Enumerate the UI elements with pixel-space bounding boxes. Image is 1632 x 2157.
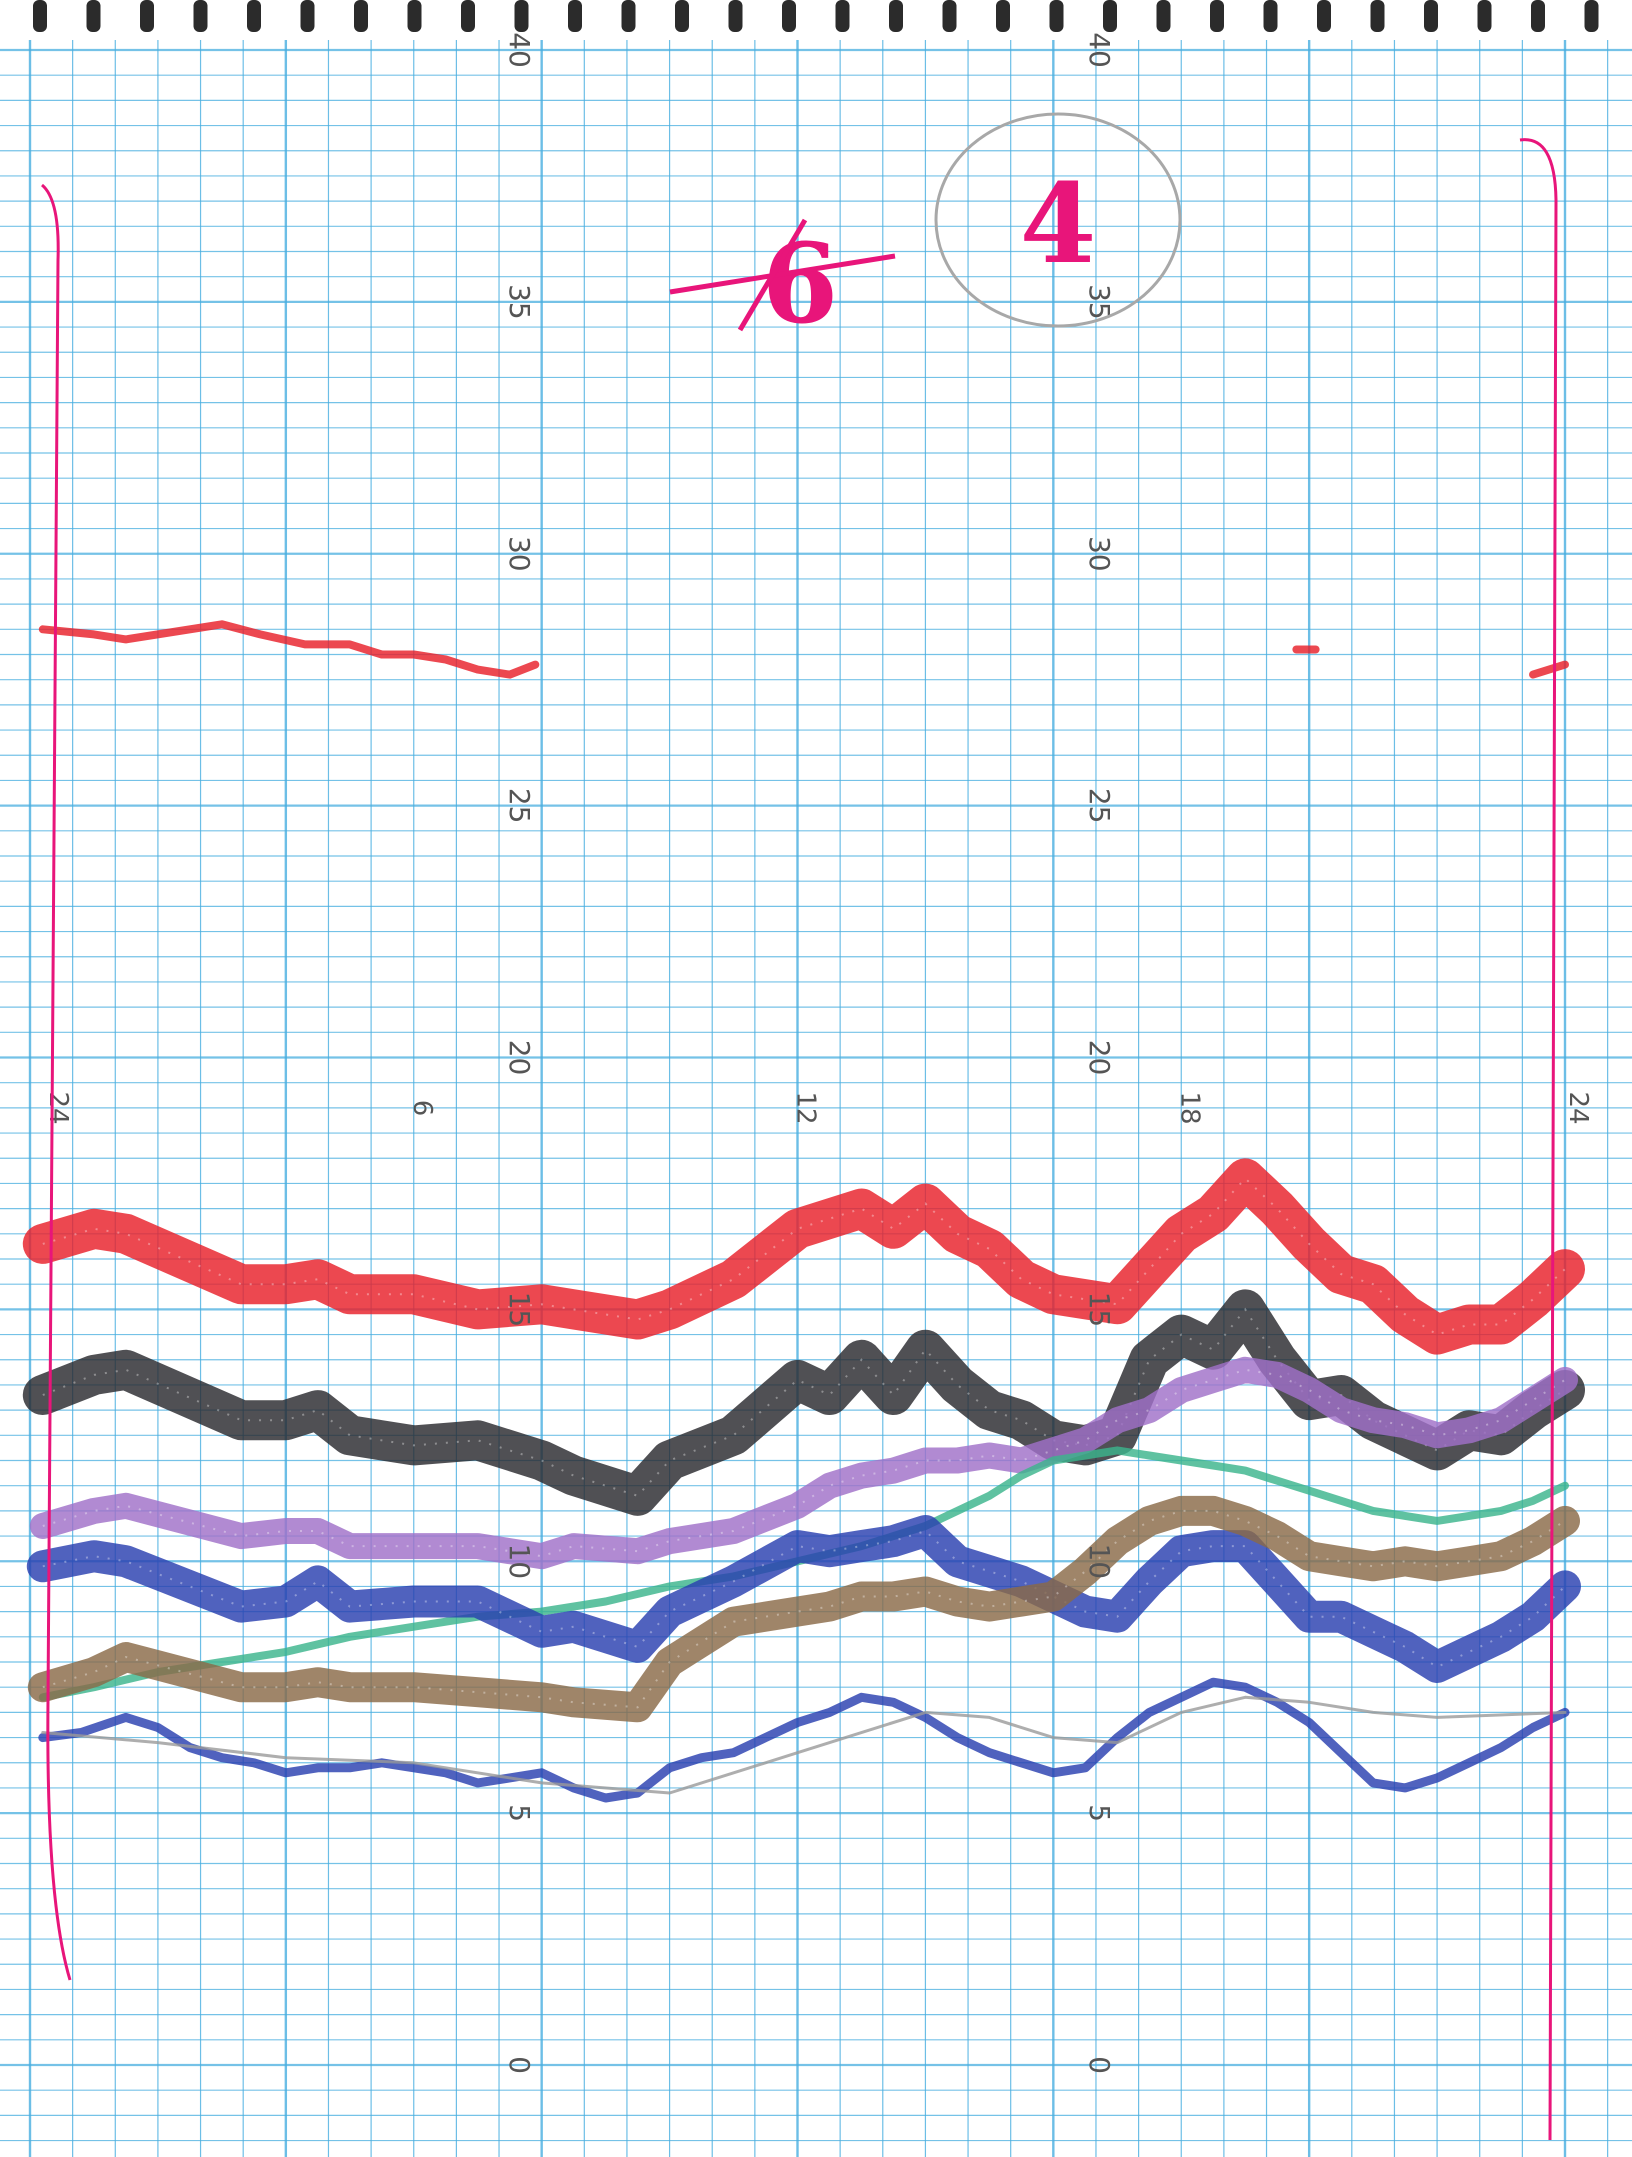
series-line-grey (41, 1695, 1567, 1795)
binding-rings (33, 0, 1599, 32)
y-tick-label: 15 (1083, 1292, 1116, 1328)
series-line-red (22, 1158, 1585, 1355)
page-number-circle (934, 112, 1182, 328)
series-texture (42, 1307, 1566, 1497)
y-tick-label: 25 (1083, 788, 1116, 824)
y-tick-label: 30 (503, 536, 536, 572)
binding-ring (354, 0, 368, 32)
hour-labels: 24 6 12 18 24 (43, 1091, 1593, 1124)
binding-ring (1531, 0, 1545, 32)
binding-ring (407, 0, 422, 32)
y-tick-label: 20 (1083, 1040, 1116, 1076)
y-tick-label: 5 (1083, 1804, 1116, 1822)
binding-ring (86, 0, 101, 32)
binding-ring (300, 0, 315, 32)
series-texture (42, 1176, 1566, 1336)
binding-ring (247, 0, 261, 32)
binding-ring (1370, 0, 1385, 32)
binding-ring (728, 0, 743, 32)
binding-ring (1049, 0, 1064, 32)
y-tick-label: 10 (503, 1543, 536, 1579)
y-tick-label: 35 (503, 284, 536, 320)
x-hour-label: 12 (791, 1091, 821, 1124)
series-line-blue (26, 1515, 1581, 1683)
y-tick-label: 20 (503, 1040, 536, 1076)
y-tick-label: 30 (1083, 536, 1116, 572)
binding-ring (140, 0, 154, 32)
day-frame (40, 138, 1558, 2141)
binding-ring (1263, 0, 1278, 32)
binding-ring (1103, 0, 1117, 32)
x-hour-label: 24 (1563, 1091, 1593, 1124)
series-line-red (1529, 660, 1569, 679)
binding-ring (193, 0, 208, 32)
binding-ring (1317, 0, 1331, 32)
x-hour-label: 6 (407, 1100, 437, 1117)
binding-ring (1424, 0, 1438, 32)
binding-ring (461, 0, 475, 32)
binding-ring (514, 0, 529, 32)
crossed-out-stroke (669, 253, 896, 295)
y-tick-label: 25 (503, 788, 536, 824)
binding-ring (835, 0, 850, 32)
frame-line-left (40, 183, 72, 1981)
x-hour-label: 18 (1174, 1091, 1204, 1124)
binding-ring (1477, 0, 1492, 32)
binding-ring (33, 0, 47, 32)
y-tick-label: 35 (1083, 284, 1116, 320)
crossed-page-number: 6 (762, 219, 839, 348)
series-line-violet (29, 1356, 1578, 1570)
series-line-blue (38, 1677, 1570, 1803)
page-number: 4 (1020, 159, 1097, 288)
series-line-green (38, 1446, 1569, 1702)
y-tick-label: 40 (503, 32, 536, 68)
series-line-red (38, 620, 540, 679)
tick-labels: 0 5 10 15 20 25 30 35 40 0 5 10 15 20 25 30 35 40 (503, 32, 1116, 2074)
binding-ring (621, 0, 636, 32)
binding-ring (889, 0, 903, 32)
binding-ring (996, 0, 1010, 32)
frame-line-right (1519, 138, 1558, 2141)
y-tick-label: 5 (503, 1804, 536, 1822)
binding-ring (942, 0, 957, 32)
series-texture (42, 1529, 1566, 1669)
series-line-brown (27, 1495, 1580, 1723)
binding-ring (1156, 0, 1171, 32)
binding-ring (1210, 0, 1224, 32)
y-tick-label: 40 (1083, 32, 1116, 68)
y-tick-label: 0 (503, 2056, 536, 2074)
x-hour-label: 24 (43, 1091, 73, 1124)
y-tick-label: 10 (1083, 1543, 1116, 1579)
crossed-out-stroke (737, 218, 808, 332)
binding-ring (1584, 0, 1599, 32)
binding-ring (568, 0, 582, 32)
page-annotations: 4 6 (669, 112, 1182, 348)
binding-ring (675, 0, 689, 32)
y-tick-label: 0 (1083, 2056, 1116, 2074)
binding-ring (782, 0, 796, 32)
y-tick-label: 15 (503, 1292, 536, 1328)
series-group (22, 620, 1585, 1803)
